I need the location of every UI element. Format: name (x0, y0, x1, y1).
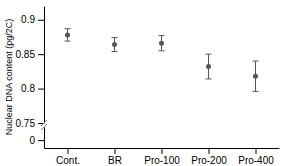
axis: Cont. BR Pro-100 Pro-200 Pro-400 (45, 148, 280, 166)
error-cap (253, 61, 259, 62)
tick-mark (68, 148, 69, 154)
tick-label: Cont. (56, 155, 80, 166)
tick-mark (38, 54, 44, 55)
tick-mark (38, 140, 44, 141)
axis: 0 (29, 128, 44, 149)
tick: BR (108, 148, 122, 166)
chart: 0.75 0.8 0.85 0.9 0 Cont. BR Pro-100 Pro-200 Pro-… (0, 0, 287, 166)
tick-label: 0.9 (21, 14, 35, 25)
axis-line (44, 128, 45, 149)
tick: Cont. (56, 148, 80, 166)
error-cap (112, 51, 118, 52)
tick-label: 0.8 (21, 83, 35, 94)
panel: 0 Cont. BR Pro-100 Pro-200 Pro-400 (29, 124, 279, 166)
axis-title: Nuclear DNA content (pg/2C) (4, 19, 14, 136)
tick-label: BR (108, 155, 122, 166)
tick-label: Pro-100 (144, 155, 180, 166)
error-cap (206, 78, 212, 79)
axis-break (41, 124, 47, 130)
tick-mark (162, 148, 163, 154)
tick-label: 0.85 (16, 49, 36, 60)
tick-mark (209, 148, 210, 154)
tick-label: 0 (29, 135, 35, 146)
tick-label: Pro-200 (191, 155, 227, 166)
panel: 0.75 0.8 0.85 0.9 (16, 7, 259, 129)
error-cap (65, 41, 71, 42)
tick-label: Pro-400 (238, 155, 274, 166)
axis-line (44, 7, 45, 124)
error-cap (159, 50, 165, 51)
tick: 0.75 (16, 118, 44, 129)
point (112, 42, 117, 47)
point (65, 32, 70, 37)
tick-label: 0.75 (16, 118, 36, 129)
point (159, 41, 164, 46)
marks (65, 29, 259, 92)
tick: Pro-400 (238, 148, 274, 166)
point (253, 74, 258, 79)
error-cap (253, 91, 259, 92)
tick: 0.85 (16, 49, 44, 60)
point (206, 64, 211, 69)
error-cap (112, 37, 118, 38)
tick-mark (115, 148, 116, 154)
tick-mark (256, 148, 257, 154)
tick: 0.9 (21, 14, 44, 25)
axis: 0.75 0.8 0.85 0.9 (16, 7, 45, 129)
tick: 0 (29, 135, 44, 146)
tick: 0.8 (21, 83, 44, 94)
tick: Pro-200 (191, 148, 227, 166)
tick-mark (38, 20, 44, 21)
error-cap (159, 35, 165, 36)
tick-mark (38, 89, 44, 90)
error-cap (206, 54, 212, 55)
error-cap (65, 28, 71, 29)
tick: Pro-100 (144, 148, 180, 166)
